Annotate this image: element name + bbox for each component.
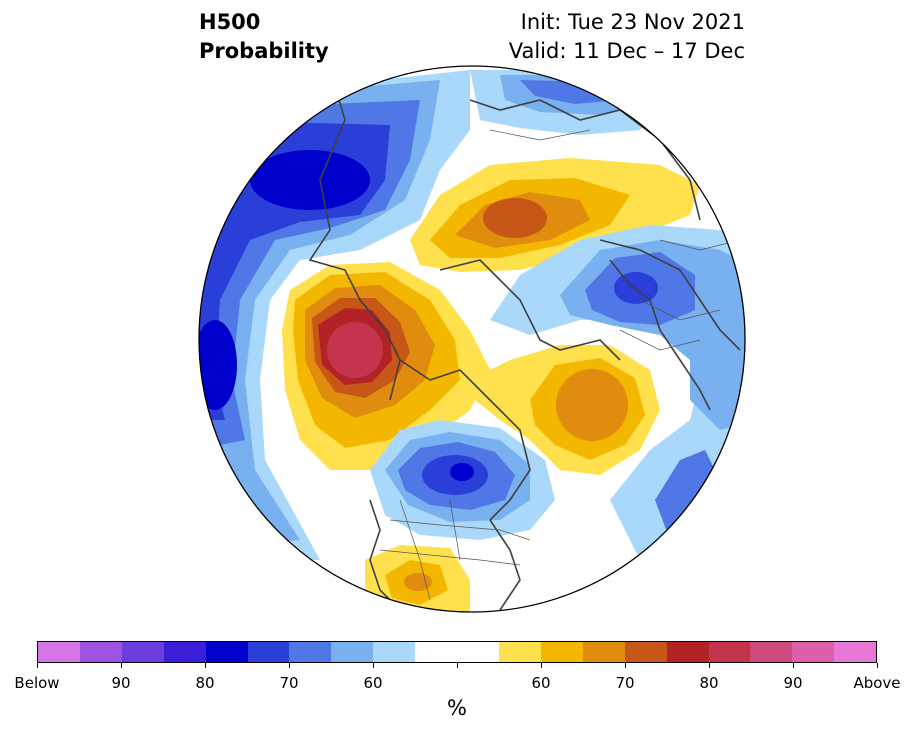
colorbar xyxy=(37,641,877,663)
colorbar-tick-label: 70 xyxy=(279,674,299,692)
valid-range: Valid: 11 Dec – 17 Dec xyxy=(508,39,745,63)
polar-map xyxy=(198,65,746,613)
colorbar-unit: % xyxy=(447,696,467,720)
anomaly-above-south-us xyxy=(365,545,470,612)
borders xyxy=(379,129,741,601)
colorbar-tick-label: 80 xyxy=(195,674,215,692)
colorbar-segment xyxy=(750,642,793,662)
colorbar-tick xyxy=(36,663,38,668)
colorbar-segment xyxy=(582,642,625,662)
colorbar-tick xyxy=(708,663,710,668)
globe-outline xyxy=(198,65,746,613)
colorbar-segment xyxy=(415,642,458,662)
colorbar-segment xyxy=(247,642,290,662)
colorbar-tick-label: 60 xyxy=(363,674,383,692)
colorbar-tick xyxy=(792,663,794,668)
colorbar-tick-label: 90 xyxy=(111,674,131,692)
anomaly-below-siberia xyxy=(199,70,470,560)
colorbar-segment xyxy=(540,642,583,662)
colorbar-tick-label: 90 xyxy=(783,674,803,692)
colorbar-segment xyxy=(792,642,835,662)
colorbar-tick xyxy=(372,663,374,668)
colorbar-segment xyxy=(205,642,248,662)
colorbar-segment xyxy=(163,642,206,662)
colorbar-segment xyxy=(498,642,541,662)
colorbar-tick-label: 60 xyxy=(531,674,551,692)
colorbar-tick xyxy=(120,663,122,668)
map-title: H500 Probability xyxy=(199,8,329,66)
colorbar-segment xyxy=(457,642,499,662)
colorbar-segment xyxy=(834,642,877,662)
init-date: Init: Tue 23 Nov 2021 xyxy=(520,10,745,34)
anomaly-above-arctic xyxy=(410,158,700,272)
title-variable: H500 xyxy=(199,10,261,34)
colorbar-tick xyxy=(456,663,458,668)
anomaly-below-canada xyxy=(370,420,555,540)
colorbar-tick xyxy=(876,663,878,668)
anomaly-below-europe xyxy=(490,225,745,560)
colorbar-tick xyxy=(204,663,206,668)
colorbar-tick xyxy=(624,663,626,668)
colorbar-segment xyxy=(624,642,667,662)
colorbar-segment xyxy=(121,642,164,662)
title-product: Probability xyxy=(199,39,329,63)
colorbar-tick-label: 80 xyxy=(699,674,719,692)
colorbar-tick xyxy=(540,663,542,668)
colorbar-segment xyxy=(331,642,374,662)
map-dates: Init: Tue 23 Nov 2021 Valid: 11 Dec – 17… xyxy=(509,8,745,66)
colorbar-tick xyxy=(288,663,290,668)
colorbar-segment xyxy=(666,642,709,662)
colorbar-segment xyxy=(289,642,332,662)
colorbar-segment xyxy=(38,642,80,662)
colorbar-segment xyxy=(708,642,751,662)
coastlines xyxy=(308,69,741,611)
anomaly-above-alaska xyxy=(282,262,490,470)
colorbar-tick-label: Above xyxy=(853,674,901,692)
colorbar-tick-label: Below xyxy=(14,674,60,692)
colorbar-tick-label: 70 xyxy=(615,674,635,692)
colorbar-segment xyxy=(373,642,416,662)
colorbar-segment xyxy=(79,642,122,662)
anomaly-above-greenland xyxy=(470,345,660,475)
